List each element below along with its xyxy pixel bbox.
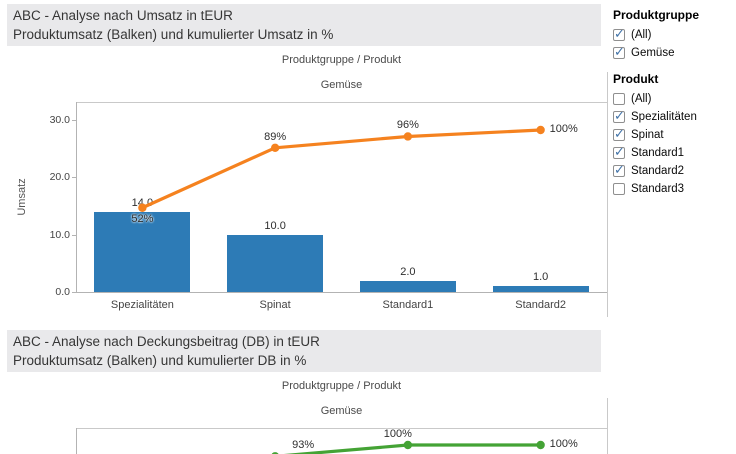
filter-item-label: (All) [631,29,652,41]
checkmark-icon: ✓ [614,144,625,159]
filter-item-label: Gemüse [631,47,675,59]
bar-spinat[interactable] [227,234,324,292]
category-label-standard1: Standard1 [382,299,434,311]
y-tick-mark [72,234,76,236]
cumulative-pct-label: 96% [396,119,419,132]
y-axis-line [76,102,77,292]
filter-group-title: Produktgruppe [613,8,699,22]
cumulative-pct-label: 93% [292,439,315,452]
checkbox-unchecked[interactable] [613,183,625,195]
checkmark-icon: ✓ [614,44,625,59]
bar-standard1[interactable] [359,280,456,292]
category-label-spezialitäten: Spezialitäten [110,299,174,311]
filter-group-produkt: Produkt (All) ✓ Spezialitäten ✓ Spinat ✓ Standa… [613,72,733,198]
filter-item-spinat[interactable]: ✓ Spinat [613,126,733,144]
y-axis-line [76,428,77,454]
checkmark-icon: ✓ [614,26,625,41]
section-title-line1: ABC - Analyse nach Umsatz in tEUR [13,8,233,23]
pareto-chart-umsatz: Produktgruppe / Produkt Gemüse 30.0 20.0 10.… [8,52,612,320]
checkbox-checked[interactable]: ✓ [613,44,625,59]
cumulative-pct-label: 100% [383,428,412,440]
checkmark-icon: ✓ [614,126,625,141]
y-tick-label: 10.0 [49,228,70,241]
bar-value-label: 10.0 [264,219,286,232]
filter-item-label: Standard3 [631,183,685,195]
line-point-89pct[interactable] [270,143,280,153]
category-label-spinat: Spinat [259,299,291,311]
filter-group-title: Produkt [613,72,659,86]
section-title-deckungsbeitrag: ABC - Analyse nach Deckungsbeitrag (DB) … [7,330,601,372]
bar-spezialitäten[interactable] [94,211,191,292]
checkmark-icon: ✓ [614,162,625,177]
y-tick-label: 0.0 [55,286,70,298]
checkbox-checked[interactable]: ✓ [613,162,625,177]
y-tick-mark [72,120,76,121]
checkbox-checked[interactable]: ✓ [613,108,625,123]
y-tick-mark [72,292,76,293]
x-axis-line [76,292,607,293]
group-header-divider [76,428,607,429]
filter-item-label: Spezialitäten [631,111,697,123]
checkbox-checked[interactable]: ✓ [613,126,625,141]
filter-group-produktgruppe: Produktgruppe ✓ (All) ✓ Gemüse [613,8,733,62]
y-tick-mark [72,177,76,179]
checkbox-checked[interactable]: ✓ [613,26,625,41]
filter-item-standard1[interactable]: ✓ Standard1 [613,144,733,162]
filter-item-spezialitäten[interactable]: ✓ Spezialitäten [613,108,733,126]
checkmark-icon: ✓ [614,108,625,123]
group-header-divider [76,102,607,103]
filter-panel: Produktgruppe ✓ (All) ✓ Gemüse Produkt (All) ✓ S… [613,6,733,208]
pane-right-border [607,72,608,317]
section-title-line2: Produktumsatz (Balken) und kumulierter U… [13,27,334,42]
filter-item-label: Standard2 [631,165,685,177]
column-field-header: Produktgruppe / Produkt [281,380,402,392]
filter-item-standard2[interactable]: ✓ Standard2 [613,162,733,180]
bar-standard2[interactable] [492,286,589,292]
line-point-100pct[interactable] [403,440,413,450]
y-axis-title: Umsatz [16,178,28,216]
y-tick-label: 20.0 [49,171,70,184]
line-point-100pct[interactable] [536,125,545,135]
group-header: Gemüse [320,79,363,91]
y-tick-label: 30.0 [49,114,70,126]
bar-value-label: 14.0 [131,196,154,209]
cumulative-pct-label: 52% [131,212,154,225]
filter-item-label: Standard1 [631,147,685,159]
cumulative-pct-label: 100% [549,438,578,450]
checkbox-unchecked[interactable] [613,93,625,105]
filter-item-all[interactable]: ✓ (All) [613,26,733,44]
filter-item-label: (All) [631,93,652,105]
section-title-umsatz: ABC - Analyse nach Umsatz in tEUR Produk… [7,4,601,46]
filter-item-all[interactable]: (All) [613,90,733,108]
column-field-header: Produktgruppe / Produkt [281,54,402,66]
filter-item-gemüse[interactable]: ✓ Gemüse [613,44,733,62]
section-title-line1: ABC - Analyse nach Deckungsbeitrag (DB) … [13,334,320,349]
bar-value-label: 2.0 [400,265,416,278]
pane-right-border [607,398,608,454]
category-label-standard2: Standard2 [515,299,567,311]
cumulative-pct-label: 100% [549,123,578,135]
cumulative-pct-label: 89% [264,130,287,143]
filter-item-label: Spinat [631,129,664,141]
checkbox-checked[interactable]: ✓ [613,144,625,159]
bar-value-label: 1.0 [532,271,549,284]
group-header: Gemüse [320,405,363,417]
filter-item-standard3[interactable]: Standard3 [613,180,733,198]
line-point-100pct[interactable] [536,440,545,450]
section-title-line2: Produktumsatz (Balken) und kumulierter D… [13,353,307,368]
line-point-96pct[interactable] [403,132,413,141]
pareto-chart-deckungsbeitrag: Produktgruppe / Produkt Gemüse 93% 100% 100% [8,378,612,454]
